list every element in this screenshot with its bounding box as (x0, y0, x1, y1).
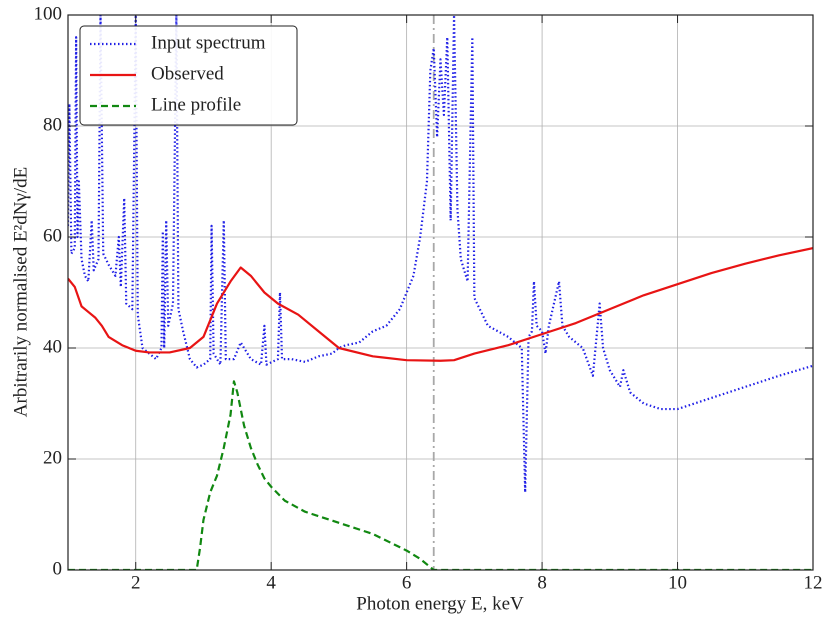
x-tick-label: 10 (668, 572, 687, 593)
y-tick-label: 20 (43, 447, 62, 468)
legend-box (79, 25, 298, 126)
x-axis-label: Photon energy E, keV (356, 593, 524, 614)
x-tick-label: 4 (266, 572, 276, 593)
y-axis-label: Arbitrarily normalised E²dNγ/dE (10, 167, 31, 417)
y-tick-label: 80 (43, 114, 62, 135)
axes: 2 4 6 8 10 12 0 20 40 60 80 100 (34, 3, 823, 593)
y-tick-label: 0 (53, 558, 63, 579)
series-line (68, 15, 813, 494)
legend-label: Line profile (151, 94, 241, 115)
series-line (68, 380, 813, 570)
x-tick-label: 6 (402, 572, 412, 593)
x-tick-label: 8 (537, 572, 547, 593)
legend-label: Input spectrum (151, 32, 266, 53)
y-tick-label: 100 (34, 3, 63, 24)
x-tick-label: 12 (804, 572, 823, 593)
legend: Input spectrum Observed Line profile (79, 25, 298, 126)
y-tick-label: 60 (43, 225, 62, 246)
series-line (68, 247, 813, 362)
x-tick-label: 2 (131, 572, 141, 593)
plot-area (68, 15, 813, 570)
y-tick-label: 40 (43, 336, 62, 357)
legend-label: Observed (151, 63, 224, 84)
axes-frame (67, 14, 814, 571)
